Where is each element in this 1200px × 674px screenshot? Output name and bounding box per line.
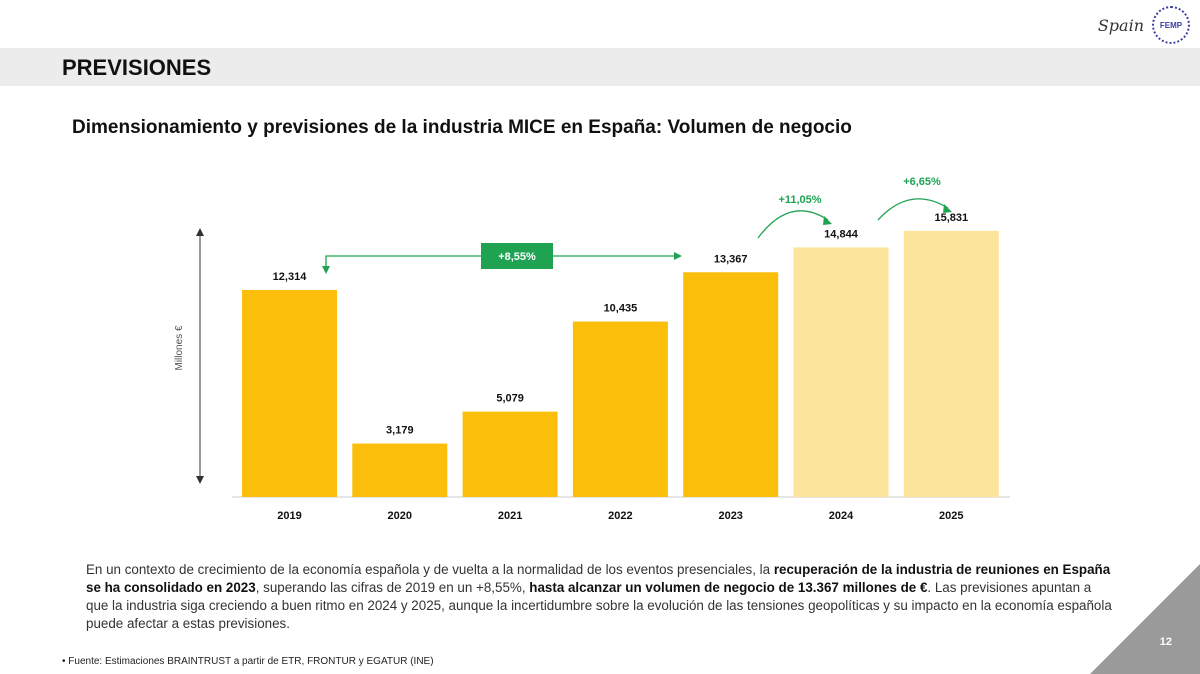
logos: Spain FEMP	[1098, 6, 1190, 44]
data-label-2019: 12,314	[273, 271, 308, 283]
bar-2025	[903, 230, 999, 497]
data-label-2023: 13,367	[714, 253, 748, 265]
growth-arrow-2024-2025	[877, 198, 949, 221]
header-band	[0, 48, 1200, 86]
tick-label-2021: 2021	[498, 510, 522, 522]
data-label-2025: 15,831	[934, 212, 968, 224]
page-title: PREVISIONES	[62, 55, 212, 80]
source-note: • Fuente: Estimaciones BRAINTRUST a part…	[62, 656, 434, 667]
bar-2024	[793, 247, 889, 497]
growth-arrow-2023-2024	[757, 210, 829, 239]
tick-label-2024: 2024	[829, 510, 854, 522]
bar-2019	[242, 289, 337, 497]
spain-convention-bureau-logo: Spain	[1097, 15, 1144, 35]
data-label-2020: 3,179	[386, 425, 414, 437]
growth-badge	[481, 243, 553, 269]
y-axis-label: Millones €	[174, 325, 185, 370]
bracket-arrow-right	[674, 252, 682, 260]
growth-label-2024-2025: +6,65%	[903, 176, 941, 188]
corner-decoration	[1090, 564, 1200, 674]
data-label-2021: 5,079	[496, 393, 524, 405]
bar-2023	[683, 272, 779, 497]
arrowhead-2023-2024	[823, 216, 832, 225]
tick-label-2025: 2025	[939, 510, 963, 522]
page-number: 12	[1159, 636, 1172, 648]
bar-2020	[352, 443, 448, 497]
growth-bracket-2019-2023	[325, 255, 676, 268]
tick-label-2022: 2022	[608, 510, 632, 522]
chart-title: Dimensionamiento y previsiones de la ind…	[72, 117, 852, 138]
growth-label-2023-2024: +11,05%	[778, 194, 821, 206]
growth-label-2019-2023: +8,55%	[498, 251, 536, 263]
bar-2022	[572, 321, 668, 497]
arrowhead-2024-2025	[943, 204, 952, 213]
y-axis-arrow-up	[196, 228, 204, 236]
data-label-2022: 10,435	[604, 303, 638, 315]
y-axis-arrow-down	[196, 476, 204, 484]
data-label-2024: 14,844	[824, 228, 859, 240]
tick-label-2023: 2023	[718, 510, 742, 522]
bracket-arrow-down	[322, 266, 330, 274]
tick-label-2020: 2020	[388, 510, 412, 522]
tick-label-2019: 2019	[277, 510, 301, 522]
body-paragraph: En un contexto de crecimiento de la econ…	[86, 562, 1112, 631]
bar-2021	[462, 411, 558, 497]
femp-logo: FEMP	[1152, 6, 1190, 44]
